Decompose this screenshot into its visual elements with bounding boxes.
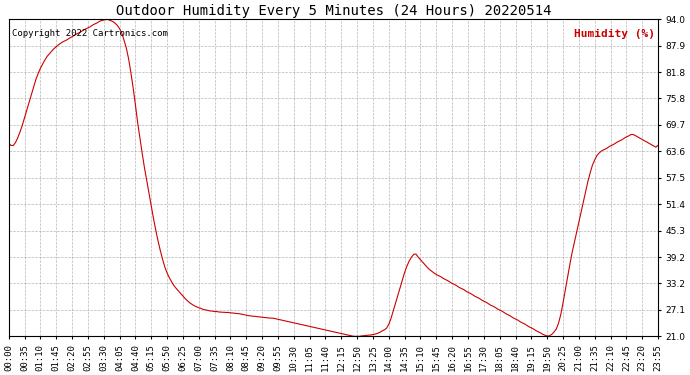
Text: Humidity (%): Humidity (%) [574, 29, 655, 39]
Title: Outdoor Humidity Every 5 Minutes (24 Hours) 20220514: Outdoor Humidity Every 5 Minutes (24 Hou… [116, 4, 551, 18]
Text: Copyright 2022 Cartronics.com: Copyright 2022 Cartronics.com [12, 29, 168, 38]
